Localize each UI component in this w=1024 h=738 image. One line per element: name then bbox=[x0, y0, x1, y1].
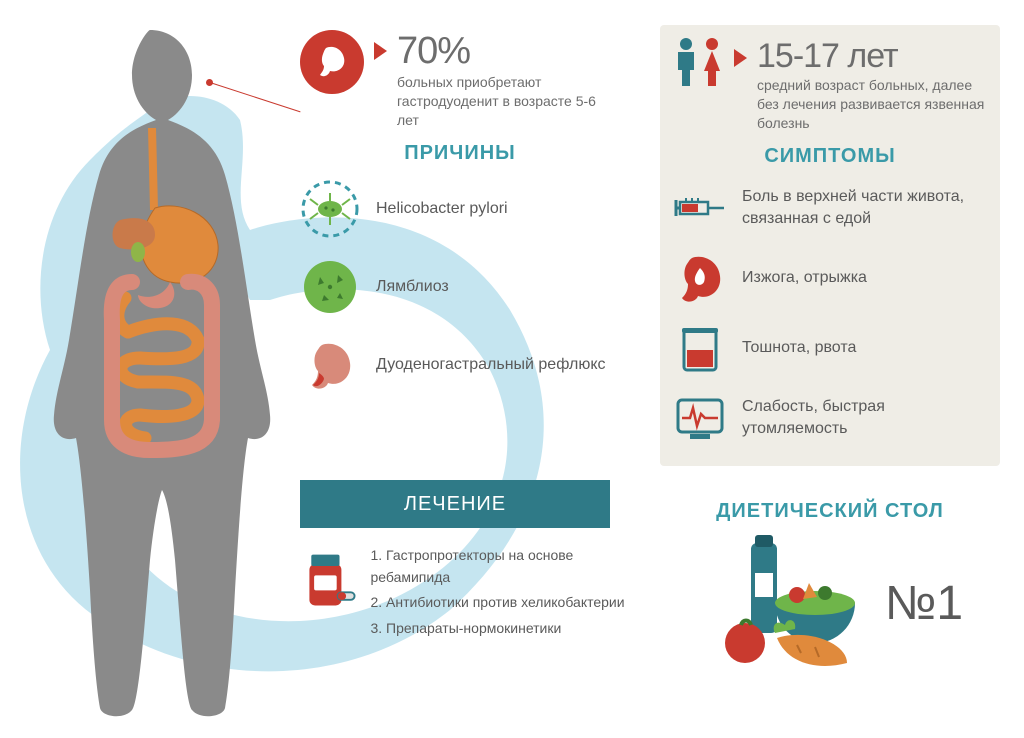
symptom-row: Изжога, отрыжка bbox=[674, 252, 986, 304]
treatment-list: 1. Гастропротекторы на основе ребамипида… bbox=[370, 545, 640, 644]
human-silhouette bbox=[20, 20, 280, 720]
symptoms-title: СИМПТОМЫ bbox=[674, 145, 986, 168]
stomach-flame-icon bbox=[674, 252, 726, 304]
symptom-label: Боль в верхней части живота, связанная с… bbox=[742, 186, 986, 229]
symptom-row: Боль в верхней части живота, связанная с… bbox=[674, 182, 986, 234]
stomach-duodenum-icon bbox=[300, 30, 364, 94]
bacteria-giardia-icon bbox=[300, 257, 360, 317]
ecg-monitor-icon bbox=[674, 392, 726, 444]
cause-label: Лямблиоз bbox=[376, 276, 449, 298]
bacteria-hp-icon bbox=[300, 179, 360, 239]
stat-right-desc: средний возраст больных, далее без лечен… bbox=[757, 76, 986, 133]
stat-right-value: 15-17 лет bbox=[757, 37, 986, 76]
cause-label: Helicobacter pylori bbox=[376, 198, 508, 220]
arrow-icon bbox=[734, 49, 747, 67]
symptom-label: Слабость, быстрая утомляемость bbox=[742, 396, 986, 439]
stat-right-text: 15-17 лет средний возраст больных, далее… bbox=[757, 37, 986, 133]
stat-left-value: 70% bbox=[397, 30, 620, 73]
cause-row: Helicobacter pylori bbox=[300, 179, 620, 239]
treatment-title: ЛЕЧЕНИЕ bbox=[404, 493, 506, 516]
treatment-item: 1. Гастропротекторы на основе ребамипида bbox=[370, 545, 640, 588]
causes-title: ПРИЧИНЫ bbox=[300, 142, 620, 165]
arrow-icon bbox=[374, 42, 387, 60]
symptom-row: Слабость, быстрая утомляемость bbox=[674, 392, 986, 444]
treatment-item: 2. Антибиотики против хеликобактерии bbox=[370, 592, 640, 614]
diet-number: №1 bbox=[885, 576, 963, 631]
stat-left-desc: больных приобретают гастродуоденит в воз… bbox=[397, 73, 620, 130]
treatment-block: 1. Гастропротекторы на основе ребамипида… bbox=[300, 545, 640, 644]
food-group-icon bbox=[697, 533, 867, 673]
treatment-banner: ЛЕЧЕНИЕ bbox=[300, 480, 610, 528]
stat-left-row: 70% больных приобретают гастродуоденит в… bbox=[300, 30, 620, 130]
stomach-reflux-icon bbox=[300, 335, 360, 395]
diet-title: ДИЕТИЧЕСКИЙ СТОЛ bbox=[660, 500, 1000, 523]
diet-block: ДИЕТИЧЕСКИЙ СТОЛ №1 bbox=[660, 500, 1000, 673]
symptoms-panel: 15-17 лет средний возраст больных, далее… bbox=[660, 25, 1000, 466]
people-icon bbox=[674, 37, 724, 87]
stat-right-row: 15-17 лет средний возраст больных, далее… bbox=[674, 37, 986, 133]
stat-left-text: 70% больных приобретают гастродуоденит в… bbox=[397, 30, 620, 130]
treatment-item: 3. Препараты-нормокинетики bbox=[370, 618, 640, 640]
pill-bottle-icon bbox=[300, 545, 356, 617]
cause-label: Дуоденогастральный рефлюкс bbox=[376, 354, 606, 376]
beaker-icon bbox=[674, 322, 726, 374]
symptom-label: Тошнота, рвота bbox=[742, 337, 856, 359]
symptom-label: Изжога, отрыжка bbox=[742, 267, 867, 289]
pointer-dot bbox=[206, 79, 213, 86]
cause-row: Дуоденогастральный рефлюкс bbox=[300, 335, 620, 395]
cause-row: Лямблиоз bbox=[300, 257, 620, 317]
causes-column: 70% больных приобретают гастродуоденит в… bbox=[300, 30, 620, 413]
symptom-row: Тошнота, рвота bbox=[674, 322, 986, 374]
syringe-icon bbox=[674, 182, 726, 234]
